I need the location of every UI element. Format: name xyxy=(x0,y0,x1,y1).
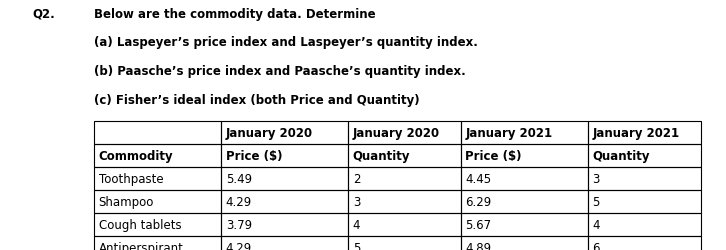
Text: 4.29: 4.29 xyxy=(226,241,252,250)
Text: 2: 2 xyxy=(353,172,360,185)
Text: 4.89: 4.89 xyxy=(465,241,492,250)
Text: 3.79: 3.79 xyxy=(226,218,252,231)
Text: Price ($): Price ($) xyxy=(226,149,282,162)
Text: Quantity: Quantity xyxy=(353,149,410,162)
Text: Cough tablets: Cough tablets xyxy=(99,218,182,231)
Text: 5.49: 5.49 xyxy=(226,172,252,185)
Text: Quantity: Quantity xyxy=(592,149,650,162)
Text: (b) Paasche’s price index and Paasche’s quantity index.: (b) Paasche’s price index and Paasche’s … xyxy=(94,65,466,78)
Text: Toothpaste: Toothpaste xyxy=(99,172,163,185)
Text: January 2021: January 2021 xyxy=(465,126,552,139)
Text: Shampoo: Shampoo xyxy=(99,195,154,208)
Text: Commodity: Commodity xyxy=(99,149,174,162)
Text: Price ($): Price ($) xyxy=(465,149,522,162)
Text: 6: 6 xyxy=(592,241,600,250)
Text: Q2.: Q2. xyxy=(33,8,55,20)
Text: Antiperspirant: Antiperspirant xyxy=(99,241,184,250)
Text: 4.45: 4.45 xyxy=(465,172,492,185)
Text: 6.29: 6.29 xyxy=(465,195,492,208)
Text: 3: 3 xyxy=(592,172,600,185)
Text: 4.29: 4.29 xyxy=(226,195,252,208)
Text: January 2021: January 2021 xyxy=(592,126,680,139)
Text: Below are the commodity data. Determine: Below are the commodity data. Determine xyxy=(94,8,376,20)
Text: 3: 3 xyxy=(353,195,360,208)
Text: (c) Fisher’s ideal index (both Price and Quantity): (c) Fisher’s ideal index (both Price and… xyxy=(94,94,420,107)
Text: 5: 5 xyxy=(353,241,360,250)
Text: January 2020: January 2020 xyxy=(226,126,313,139)
Text: 5.67: 5.67 xyxy=(465,218,492,231)
Text: January 2020: January 2020 xyxy=(353,126,440,139)
Text: 4: 4 xyxy=(592,218,600,231)
Text: 5: 5 xyxy=(592,195,600,208)
Text: (a) Laspeyer’s price index and Laspeyer’s quantity index.: (a) Laspeyer’s price index and Laspeyer’… xyxy=(94,36,478,49)
Text: 4: 4 xyxy=(353,218,360,231)
